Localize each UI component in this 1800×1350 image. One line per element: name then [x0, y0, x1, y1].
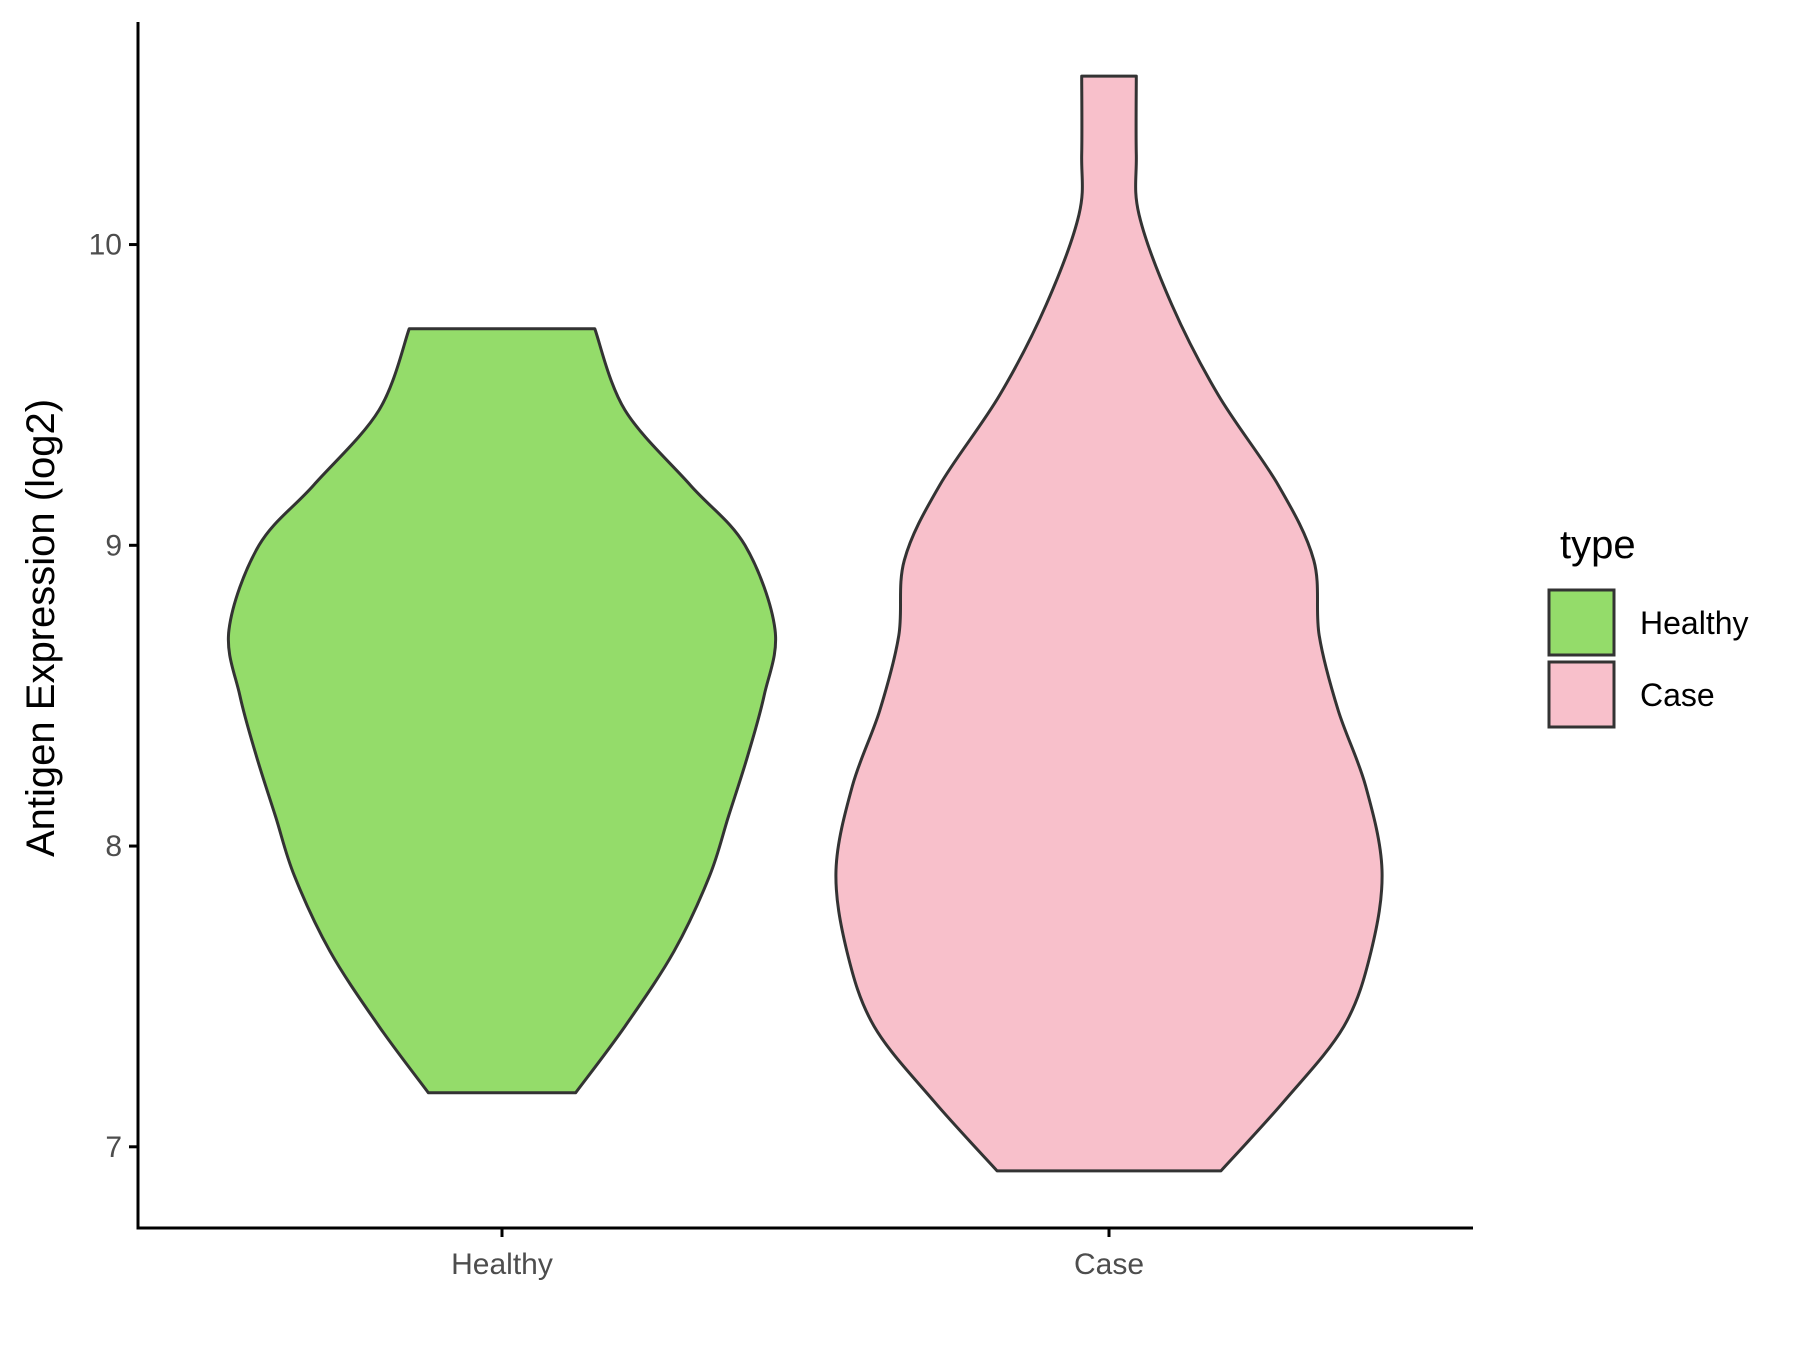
- x-axis-ticks: Healthy Case: [451, 1228, 1144, 1281]
- y-tick-label: 10: [89, 229, 122, 262]
- x-tick-label-case: Case: [1074, 1248, 1144, 1281]
- violins-group: [226, 74, 1384, 1173]
- legend-label-case: Case: [1640, 677, 1715, 713]
- y-tick-label: 8: [105, 830, 122, 863]
- legend-label-healthy: Healthy: [1640, 605, 1749, 641]
- legend-title: type: [1560, 523, 1636, 567]
- y-axis-ticks: 7 8 9 10: [89, 229, 138, 1164]
- legend-entries: Healthy Case: [1547, 588, 1749, 729]
- violin-case: [834, 74, 1384, 1173]
- x-tick-label-healthy: Healthy: [451, 1248, 553, 1281]
- violin-healthy: [226, 327, 778, 1095]
- y-tick-label: 7: [105, 1131, 122, 1164]
- legend-swatch-healthy: [1547, 588, 1616, 657]
- legend-swatch-case: [1547, 660, 1616, 729]
- y-axis-title: Antigen Expression (log2): [19, 399, 63, 857]
- legend: type Healthy Case: [1547, 523, 1749, 729]
- y-tick-label: 9: [105, 529, 122, 562]
